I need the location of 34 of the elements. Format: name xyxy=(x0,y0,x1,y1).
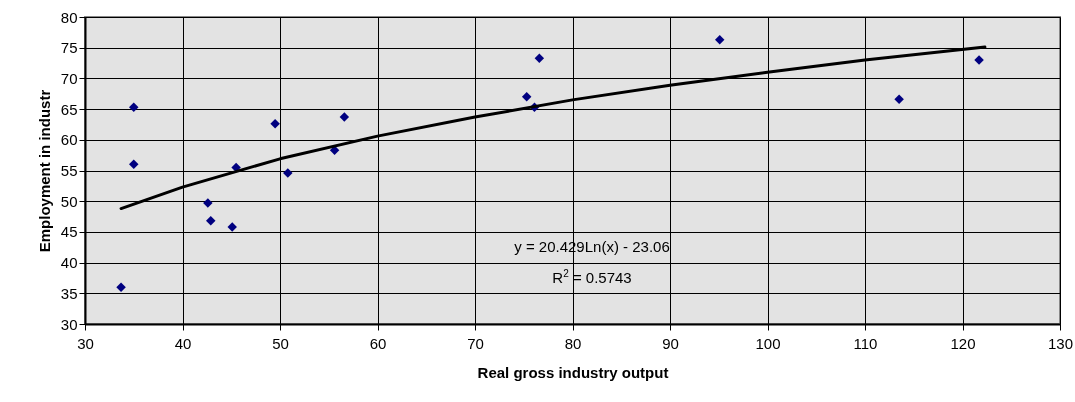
x-tick-label: 110 xyxy=(853,334,878,352)
point xyxy=(339,112,350,122)
point xyxy=(894,94,904,105)
x-tick-label: 40 xyxy=(174,334,192,352)
y-tick-label: 45 xyxy=(60,223,78,241)
point xyxy=(714,34,725,45)
y-tick-label: 80 xyxy=(60,8,78,26)
point xyxy=(270,119,280,129)
x-tick-label: 120 xyxy=(950,334,976,352)
point xyxy=(534,53,545,63)
x-tick-label: 60 xyxy=(369,334,387,352)
y-tick-label: 40 xyxy=(60,254,78,272)
point xyxy=(521,92,532,102)
x-tick-label: 130 xyxy=(1047,334,1074,352)
point xyxy=(129,102,139,112)
y-tick-label: 75 xyxy=(60,39,78,57)
point xyxy=(206,216,216,226)
y-tick-label: 70 xyxy=(60,69,78,87)
x-tick-label: 90 xyxy=(662,334,679,352)
x-tick-label: 80 xyxy=(564,334,582,352)
y-tick-label: 35 xyxy=(60,284,78,302)
y-tick-label: 50 xyxy=(60,192,78,210)
y-tick-label: 55 xyxy=(60,162,78,179)
x-axis-title: Real gross industry output xyxy=(477,363,669,381)
x-tick-label: 70 xyxy=(467,334,484,352)
x-tick-label: 100 xyxy=(755,334,781,352)
point xyxy=(129,159,139,170)
y-tick-label: 65 xyxy=(60,100,78,118)
y-axis-title: Employment in industr xyxy=(35,89,53,253)
x-tick-label: 50 xyxy=(272,334,289,352)
x-tick-label: 30 xyxy=(77,334,94,352)
annotation: R$^{2}$ = 0.5743 xyxy=(552,268,632,286)
y-tick-label: 30 xyxy=(60,315,78,333)
y-tick-label: 60 xyxy=(60,131,78,149)
